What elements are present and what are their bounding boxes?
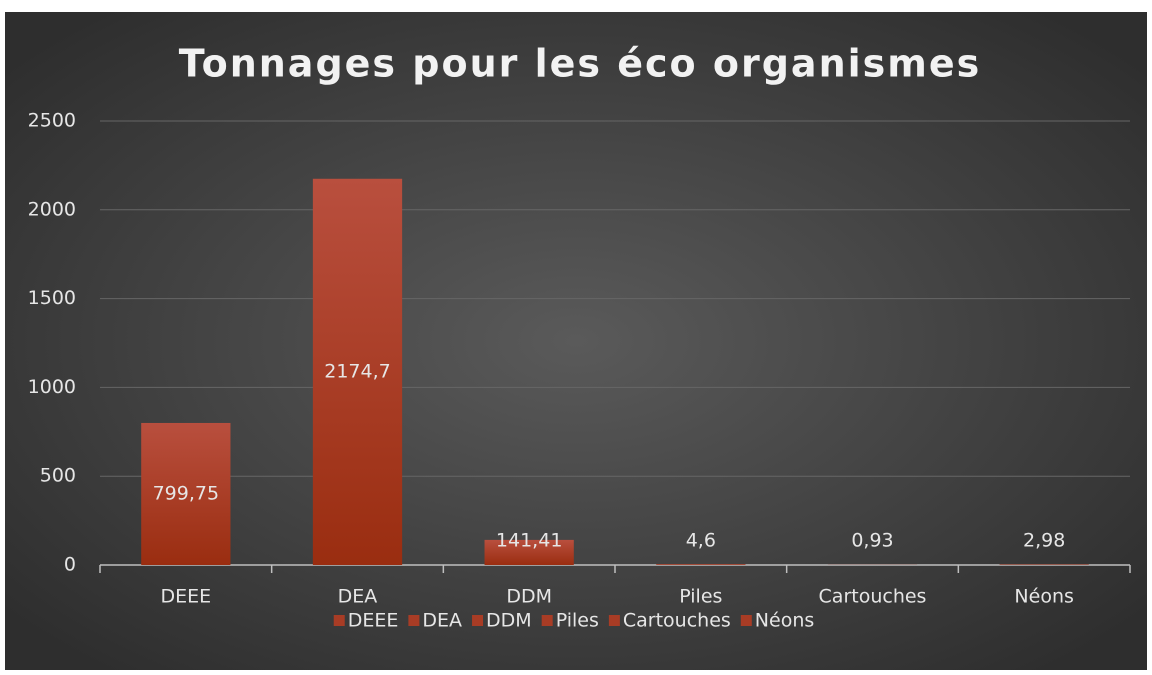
legend-swatch (408, 615, 420, 626)
y-tick-label: 2000 (28, 198, 76, 220)
legend-label: Cartouches (623, 610, 731, 632)
chart-title: Tonnages pour les éco organismes (179, 42, 982, 86)
legend-swatch (472, 615, 484, 626)
x-tick-label: Piles (679, 586, 722, 608)
y-tick-label: 1500 (28, 287, 76, 309)
x-tick-label: DDM (506, 586, 552, 608)
legend-swatch (740, 615, 752, 626)
y-tick-label: 1000 (28, 376, 76, 398)
chart-background (5, 12, 1147, 670)
y-tick-label: 2500 (28, 110, 76, 132)
data-label: 4,6 (686, 530, 716, 552)
data-label: 799,75 (153, 482, 219, 504)
legend-swatch (608, 615, 620, 626)
legend-label: Néons (755, 610, 814, 632)
bar (484, 539, 574, 565)
data-label: 141,41 (496, 530, 562, 552)
data-label: 0,93 (851, 530, 893, 552)
bar (656, 564, 746, 565)
bar (141, 422, 231, 565)
legend-swatch (541, 615, 553, 626)
y-tick-label: 0 (64, 554, 76, 576)
data-label: 2174,7 (324, 360, 390, 382)
bar (999, 564, 1089, 565)
y-tick-label: 500 (40, 465, 76, 487)
x-tick-label: DEEE (161, 586, 212, 608)
legend-swatch (333, 615, 345, 626)
bar (312, 178, 403, 565)
legend-label: Piles (556, 610, 599, 632)
data-label: 2,98 (1023, 530, 1065, 552)
legend-label: DDM (486, 610, 532, 632)
legend-label: DEA (422, 610, 462, 632)
x-tick-label: Cartouches (819, 586, 927, 608)
legend-label: DEEE (348, 610, 399, 632)
x-tick-label: Néons (1014, 586, 1073, 608)
x-tick-label: DEA (338, 586, 378, 608)
